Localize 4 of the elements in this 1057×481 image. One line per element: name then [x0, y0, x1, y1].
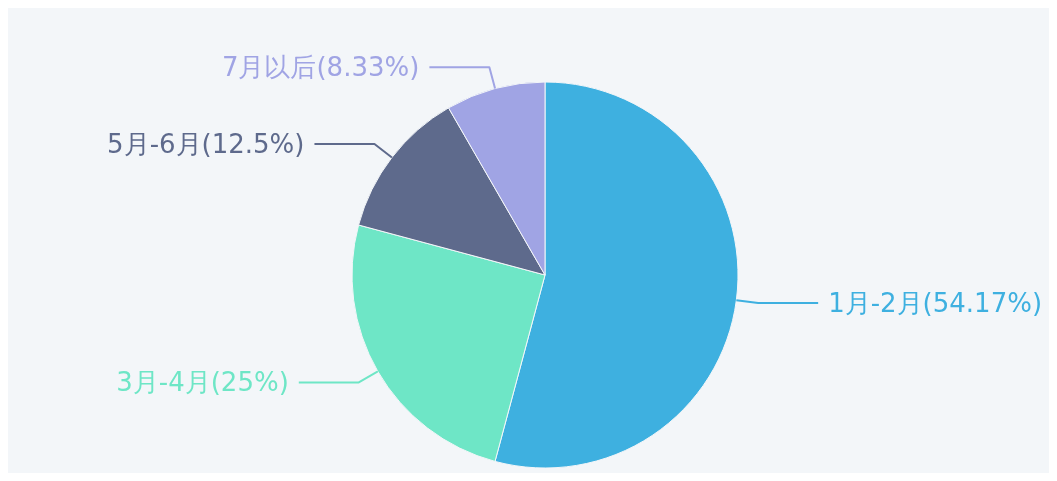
slice-label: 7月以后(8.33%) [221, 52, 420, 83]
slice-label: 5月-6月(12.5%) [107, 129, 305, 160]
slice-label: 3月-4月(25%) [116, 367, 289, 398]
slice-label: 1月-2月(54.17%) [828, 288, 1043, 319]
